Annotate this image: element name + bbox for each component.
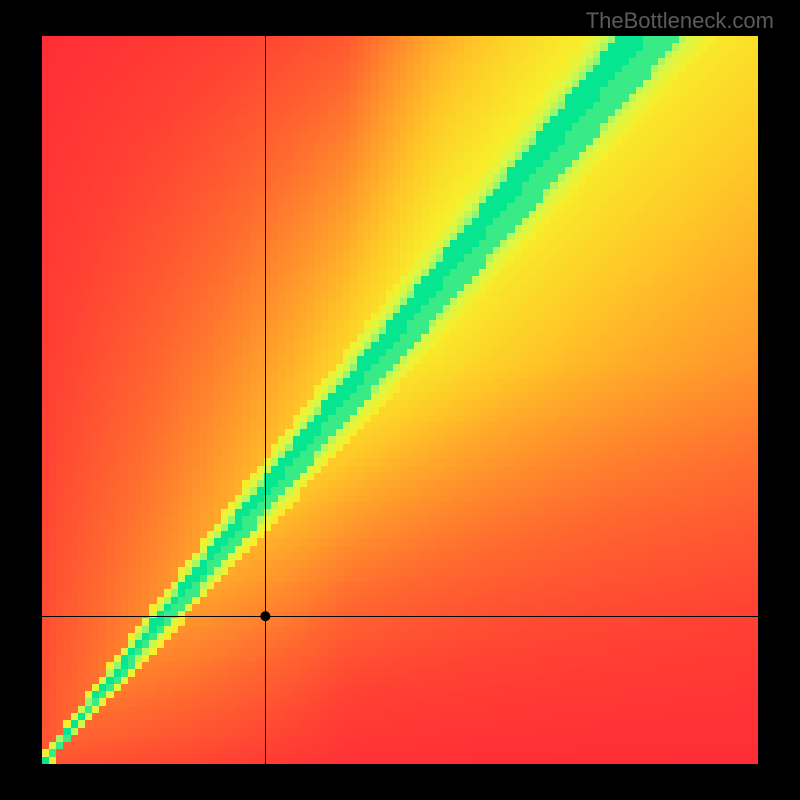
bottleneck-heatmap — [42, 36, 758, 764]
watermark-label: TheBottleneck.com — [586, 8, 774, 34]
chart-container: TheBottleneck.com — [0, 0, 800, 800]
